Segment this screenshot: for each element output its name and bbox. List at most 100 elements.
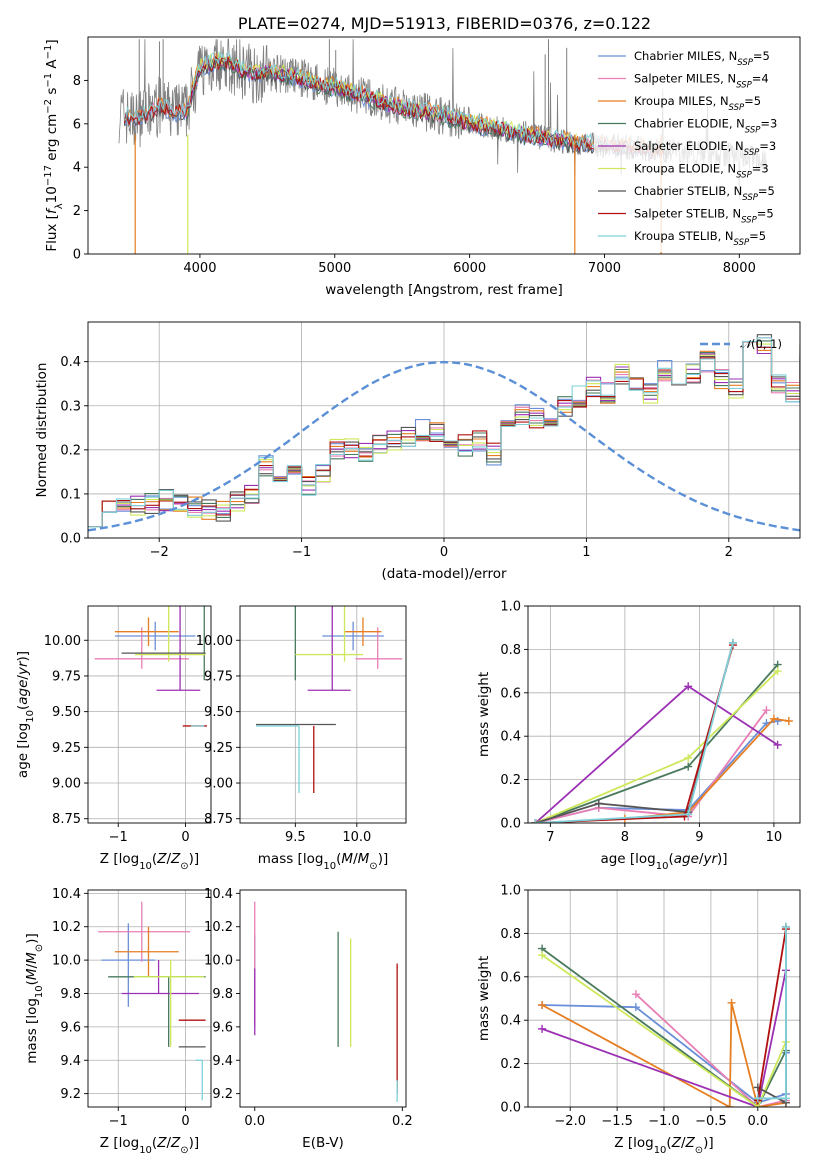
y-tick-label: 10.2	[204, 920, 233, 935]
errorbar-point-salpeter-elodie	[156, 606, 201, 691]
x-tick-label: 6000	[453, 261, 486, 276]
model-spectrum-chabrier-stelib	[123, 56, 667, 160]
y-tick-label: 0.4	[60, 355, 81, 370]
x-tick-label: −1.0	[648, 1114, 680, 1129]
y-axis-label: Normed distribution	[34, 363, 50, 498]
model-spectrum-kroupa-stelib	[124, 50, 667, 155]
errorbar-point-kroupa-stelib	[255, 725, 300, 794]
y-tick-label: 0.1	[60, 487, 81, 502]
y-tick-label: 0.0	[60, 532, 81, 547]
x-axis-label: wavelength [Angstrom, rest frame]	[325, 282, 563, 298]
plot-area-age-vs-Z	[94, 606, 207, 727]
x-axis-label: Z [log10(Z/Z⊙)]	[100, 851, 199, 872]
legend-label-1: Salpeter MILES, NSSP=4	[634, 72, 769, 91]
residual-histogram-chabrier-stelib	[88, 334, 800, 528]
errorbar-point-kroupa-elodie	[135, 606, 206, 662]
legend: Chabrier MILES, NSSP=5 Salpeter MILES, NS…	[594, 42, 797, 252]
y-tick-label: 9.4	[60, 1054, 81, 1069]
y-tick-label: 0.4	[500, 730, 521, 745]
legend-label-5: Kroupa ELODIE, NSSP=3	[634, 162, 769, 181]
legend-label-0: Chabrier MILES, NSSP=5	[634, 49, 770, 68]
plot-area-massweight-vs-age	[531, 638, 793, 823]
y-tick-label: 9.2	[60, 1087, 81, 1102]
series-line	[541, 947, 787, 1107]
axes-spectrum: 4000 5000 6000 7000 8000 0 2 4 6 8 wavelength [Ang…	[43, 36, 801, 298]
x-tick-label: 1	[582, 545, 590, 560]
x-tick-label: −1	[292, 545, 311, 560]
series-marker	[531, 819, 540, 823]
y-tick-label: 6	[73, 117, 81, 132]
y-tick-label: 10.00	[44, 634, 81, 649]
errorbar-point-chabrier-miles	[114, 621, 196, 651]
series-marker	[631, 1003, 640, 1012]
series-marker	[725, 1103, 734, 1107]
x-axis-label: (data-model)/error	[381, 566, 507, 582]
x-tick-label: 8000	[723, 261, 756, 276]
frame-massweight-vs-Z: −2.0 −1.5 −1.0 −0.5 0.0 0.0 0.2 0.4 0.6 0.8 1.0 Z […	[476, 884, 801, 1156]
errorbar-point-salpeter-miles	[94, 627, 189, 669]
axes-frame	[87, 889, 212, 1108]
series-marker	[684, 753, 693, 762]
y-tick-label: 9.25	[204, 741, 233, 756]
figure-title: PLATE=0274, MJD=51913, FIBERID=0376, z=0…	[238, 14, 651, 33]
x-tick-label: 7	[546, 830, 554, 845]
axes-massweight-vs-Z: −2.0 −1.5 −1.0 −0.5 0.0 0.0 0.2 0.4 0.6 0.8 1.0 Z […	[476, 884, 801, 1156]
residual-histogram-kroupa-stelib	[88, 337, 800, 528]
frame-residuals: −2 −1 0 1 2 0.0 0.1 0.2 0.3 0.4 𝒩(0, 1) (data-model…	[34, 321, 801, 582]
plot-area-age-vs-mass	[255, 606, 403, 794]
x-axis-label: Z [log10(Z/Z⊙)]	[614, 1135, 713, 1156]
x-tick-label: 0	[181, 830, 189, 845]
axes-mass-vs-Z: −1 0 9.2 9.4 9.6 9.8 10.0 10.2 10.4 Z [log10(Z/Z⊙…	[24, 887, 212, 1156]
y-tick-label: 0.6	[500, 686, 521, 701]
x-tick-label: −1	[109, 1114, 128, 1129]
series-marker	[781, 922, 790, 931]
y-tick-label: 0.8	[500, 643, 521, 658]
axes-residuals: −2 −1 0 1 2 0.0 0.1 0.2 0.3 0.4 𝒩(0, 1) (data-model…	[34, 321, 801, 582]
axes-mass-vs-EBV: 0.0 0.2 9.2 9.4 9.6 9.8 10.0 10.2 10.4	[204, 887, 413, 1129]
y-tick-label: 0.2	[500, 773, 521, 788]
series-line	[756, 928, 787, 1101]
y-axis-label: mass [log10(M/M⊙)]	[24, 933, 45, 1063]
axes-frame	[87, 605, 212, 824]
x-tick-label: 10.0	[342, 830, 371, 845]
x-tick-label: 4000	[183, 261, 216, 276]
x-axis-label: age [log10(age/yr)]	[600, 851, 727, 872]
y-tick-label: 1.0	[500, 600, 521, 615]
frame-age-vs-Z: −1 0 8.75 9.00 9.25 9.50 9.75 10.00 Z [log10(Z/Z…	[15, 605, 212, 872]
x-tick-label: 7000	[588, 261, 621, 276]
y-tick-label: 9.50	[52, 705, 81, 720]
series-marker	[727, 998, 736, 1007]
errorbar-point-kroupa-miles	[344, 617, 382, 646]
legend-label-8: Kroupa STELIB, NSSP=5	[634, 229, 766, 248]
legend-normal-label: 𝒩(0, 1)	[740, 337, 782, 351]
x-tick-label: 0	[440, 545, 448, 560]
series-line	[635, 993, 787, 1107]
axes-age-vs-mass: 9.5 10.0 8.75 9.00 9.25 9.50 9.75 10.00 mass [lo…	[196, 605, 407, 872]
y-tick-label: 9.00	[204, 777, 233, 792]
legend-label-7: Salpeter STELIB, NSSP=5	[634, 207, 774, 226]
y-tick-label: 9.50	[204, 705, 233, 720]
plot-area-mass-vs-Z	[98, 901, 206, 1101]
series-marker	[762, 706, 771, 715]
x-tick-label: 0.2	[392, 1114, 413, 1129]
y-tick-label: 0.2	[500, 1057, 521, 1072]
frame-spectrum: 4000 5000 6000 7000 8000 0 2 4 6 8 wavelength [Ang…	[43, 36, 801, 298]
x-tick-label: 0.0	[747, 1114, 768, 1129]
series-line	[535, 709, 768, 823]
axes-frame	[239, 605, 407, 824]
legend-label-4: Salpeter ELODIE, NSSP=3	[634, 139, 776, 158]
y-axis-label: mass weight	[476, 956, 492, 1041]
axes-frame	[87, 36, 801, 255]
series-marker	[594, 799, 603, 808]
errorbar-point-salpeter-elodie	[307, 606, 351, 691]
errorbar-point-kroupa-elodie	[295, 606, 363, 662]
series-marker	[784, 717, 793, 726]
y-tick-label: 0.4	[500, 1014, 521, 1029]
frame-age-vs-mass: 9.5 10.0 8.75 9.00 9.25 9.50 9.75 10.00 mass [lo…	[196, 605, 407, 872]
axes-massweight-vs-age: 7 8 9 10 0.0 0.2 0.4 0.6 0.8 1.0 age [log10(age/yr…	[476, 600, 801, 872]
y-tick-label: 9.75	[52, 669, 81, 684]
x-tick-label: −1.5	[601, 1114, 633, 1129]
legend-label-3: Chabrier ELODIE, NSSP=3	[634, 117, 777, 136]
y-tick-label: 9.25	[52, 741, 81, 756]
